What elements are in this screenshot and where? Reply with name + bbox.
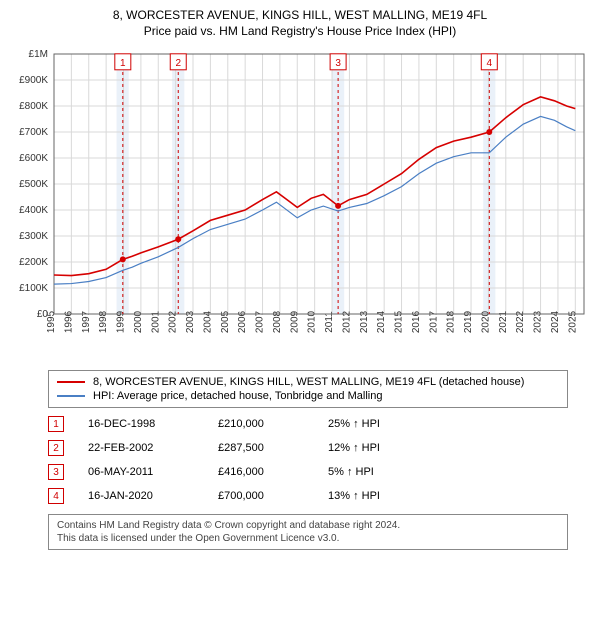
legend-item-hpi: HPI: Average price, detached house, Tonb… (57, 389, 559, 403)
transaction-marker: 4 (48, 488, 64, 504)
svg-text:1: 1 (120, 58, 126, 69)
svg-text:2: 2 (175, 58, 181, 69)
legend: 8, WORCESTER AVENUE, KINGS HILL, WEST MA… (48, 370, 568, 408)
transaction-marker: 2 (48, 440, 64, 456)
svg-text:£900K: £900K (19, 75, 48, 86)
legend-label: 8, WORCESTER AVENUE, KINGS HILL, WEST MA… (93, 376, 524, 388)
title-line-2: Price paid vs. HM Land Registry's House … (8, 24, 592, 38)
transaction-row: 3 06-MAY-2011£416,0005% ↑ HPI (48, 460, 568, 484)
price-chart: £0£100K£200K£300K£400K£500K£600K£700K£80… (8, 44, 592, 364)
transactions-table: 1 16-DEC-1998£210,00025% ↑ HPI 2 22-FEB-200… (48, 412, 568, 508)
legend-swatch (57, 395, 85, 397)
transaction-price: £700,000 (218, 490, 328, 502)
transaction-marker: 1 (48, 416, 64, 432)
svg-text:£500K: £500K (19, 179, 48, 190)
transaction-row: 2 22-FEB-2002£287,50012% ↑ HPI (48, 436, 568, 460)
transaction-price: £416,000 (218, 466, 328, 478)
svg-text:4: 4 (487, 58, 493, 69)
transaction-date: 16-JAN-2020 (88, 490, 218, 502)
transaction-date: 06-MAY-2011 (88, 466, 218, 478)
svg-text:£400K: £400K (19, 205, 48, 216)
title-line-1: 8, WORCESTER AVENUE, KINGS HILL, WEST MA… (8, 8, 592, 22)
footer-line-1: Contains HM Land Registry data © Crown c… (57, 519, 559, 532)
svg-text:£1M: £1M (29, 49, 48, 60)
svg-text:£100K: £100K (19, 283, 48, 294)
transaction-marker: 3 (48, 464, 64, 480)
svg-text:£300K: £300K (19, 231, 48, 242)
transaction-price: £287,500 (218, 442, 328, 454)
transaction-row: 4 16-JAN-2020£700,00013% ↑ HPI (48, 484, 568, 508)
transaction-row: 1 16-DEC-1998£210,00025% ↑ HPI (48, 412, 568, 436)
transaction-delta: 13% ↑ HPI (328, 490, 438, 502)
transaction-date: 22-FEB-2002 (88, 442, 218, 454)
chart-title: 8, WORCESTER AVENUE, KINGS HILL, WEST MA… (8, 8, 592, 38)
transaction-delta: 12% ↑ HPI (328, 442, 438, 454)
svg-text:£800K: £800K (19, 101, 48, 112)
legend-label: HPI: Average price, detached house, Tonb… (93, 390, 382, 402)
svg-text:£700K: £700K (19, 127, 48, 138)
footer-line-2: This data is licensed under the Open Gov… (57, 532, 559, 545)
legend-item-property: 8, WORCESTER AVENUE, KINGS HILL, WEST MA… (57, 375, 559, 389)
svg-text:£600K: £600K (19, 153, 48, 164)
transaction-price: £210,000 (218, 418, 328, 430)
transaction-date: 16-DEC-1998 (88, 418, 218, 430)
legend-swatch (57, 381, 85, 383)
svg-text:£200K: £200K (19, 257, 48, 268)
transaction-delta: 5% ↑ HPI (328, 466, 438, 478)
footer-attribution: Contains HM Land Registry data © Crown c… (48, 514, 568, 550)
transaction-delta: 25% ↑ HPI (328, 418, 438, 430)
svg-text:3: 3 (335, 58, 341, 69)
